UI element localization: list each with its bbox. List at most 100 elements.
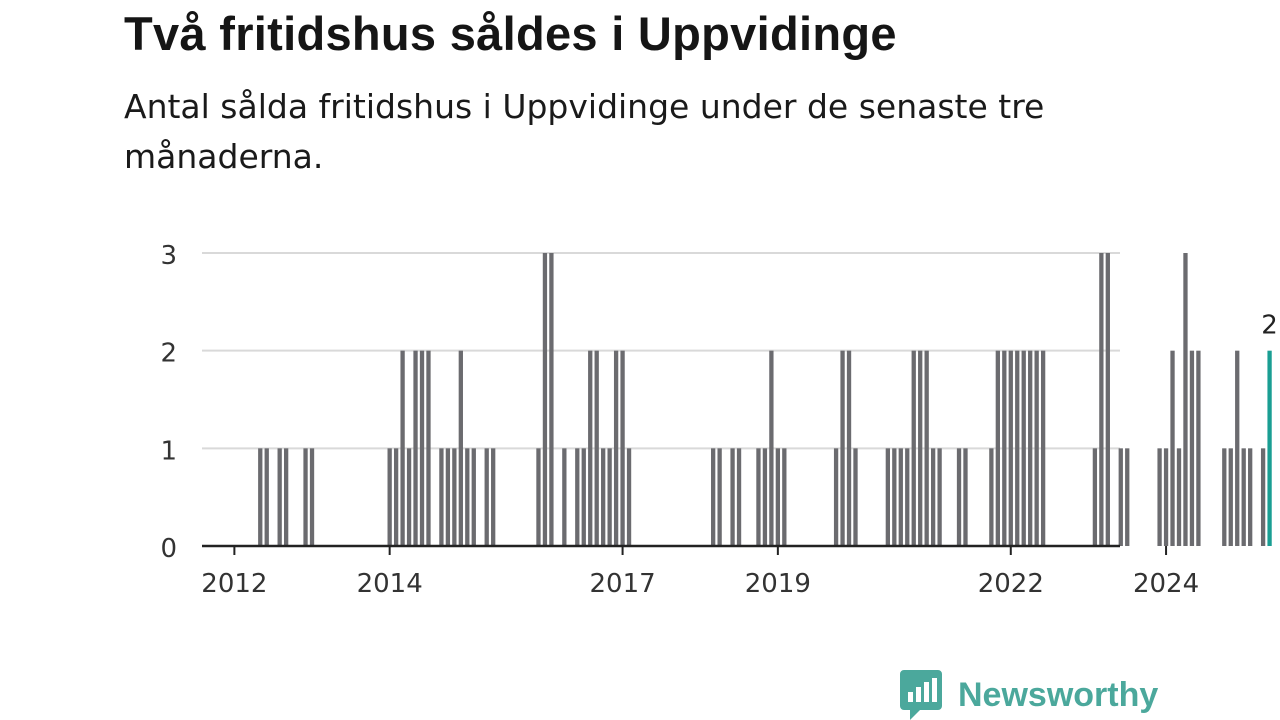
bar xyxy=(258,448,263,546)
y-tick-label: 2 xyxy=(160,339,177,369)
bar xyxy=(898,448,903,546)
bar xyxy=(756,448,761,546)
bar xyxy=(885,448,890,546)
bar xyxy=(1248,448,1253,546)
bar xyxy=(1183,253,1188,546)
y-tick-label: 3 xyxy=(160,241,177,271)
x-tick-label: 2022 xyxy=(978,569,1044,599)
bar xyxy=(762,448,768,546)
bar xyxy=(613,350,619,546)
bar xyxy=(283,448,289,546)
bar xyxy=(840,350,845,546)
bar xyxy=(1176,448,1182,546)
bar xyxy=(937,448,942,546)
y-tick-label: 0 xyxy=(160,534,177,564)
bar xyxy=(484,448,489,546)
bar xyxy=(264,448,269,546)
bar xyxy=(400,350,405,546)
bar xyxy=(1028,350,1033,546)
brand-name: Newsworthy xyxy=(958,675,1159,714)
bar xyxy=(853,448,858,546)
bar xyxy=(995,350,1000,546)
chart-title: Två fritidshus såldes i Uppvidinge xyxy=(124,7,897,60)
bar xyxy=(730,448,735,546)
bar xyxy=(581,448,586,546)
chart-subtitle: Antal sålda fritidshus i Uppvidinge unde… xyxy=(124,87,1045,176)
bar xyxy=(930,448,936,546)
bar xyxy=(303,448,308,546)
bar xyxy=(393,448,399,546)
x-tick-label: 2012 xyxy=(201,569,267,599)
bar xyxy=(717,448,722,546)
bar xyxy=(452,448,457,546)
bar xyxy=(562,448,567,546)
bar xyxy=(769,350,774,546)
bar xyxy=(406,448,412,546)
bar xyxy=(989,448,994,546)
bar xyxy=(1196,350,1201,546)
bar xyxy=(277,448,282,546)
bar xyxy=(905,448,910,546)
bar xyxy=(956,448,962,546)
bar xyxy=(465,448,470,546)
bar xyxy=(536,448,541,546)
x-tick-label: 2019 xyxy=(745,569,811,599)
bar xyxy=(471,448,476,546)
bar xyxy=(892,448,897,546)
bar xyxy=(1105,253,1110,546)
x-tick-label: 2017 xyxy=(589,569,655,599)
bar xyxy=(419,350,425,546)
bar xyxy=(1241,448,1246,546)
data-label: 2 xyxy=(1261,311,1278,341)
bar xyxy=(601,448,606,546)
bar xyxy=(711,448,716,546)
bar xyxy=(309,448,315,546)
bar xyxy=(542,253,548,546)
newsworthy-logo-icon xyxy=(900,670,942,720)
bar xyxy=(963,448,968,546)
bar xyxy=(782,448,787,546)
bar xyxy=(1228,448,1233,546)
bar-highlight xyxy=(1267,350,1272,546)
bar xyxy=(918,350,923,546)
bar xyxy=(775,448,781,546)
bar xyxy=(549,253,554,546)
y-tick-label: 1 xyxy=(160,436,177,466)
bar xyxy=(607,448,612,546)
bar xyxy=(1015,350,1020,546)
bar xyxy=(1170,350,1175,546)
bar xyxy=(1260,448,1266,546)
bar xyxy=(1118,448,1123,546)
bar xyxy=(1034,350,1039,546)
bar xyxy=(458,350,463,546)
bar xyxy=(620,350,625,546)
bar xyxy=(1222,448,1227,546)
bar xyxy=(846,350,852,546)
bar xyxy=(924,350,929,546)
bar xyxy=(1189,350,1195,546)
bar xyxy=(1157,448,1162,546)
bar xyxy=(626,448,632,546)
bar xyxy=(575,448,580,546)
bar xyxy=(1092,448,1098,546)
bar xyxy=(413,350,418,546)
bar xyxy=(1163,448,1169,546)
brand-logo[interactable]: Newsworthy xyxy=(900,670,1158,720)
bar xyxy=(1002,350,1007,546)
bar xyxy=(1040,350,1046,546)
bar xyxy=(1008,350,1013,546)
bar xyxy=(445,448,451,546)
bar xyxy=(439,448,444,546)
bar xyxy=(1099,253,1104,546)
bar xyxy=(1235,350,1240,546)
bar xyxy=(736,448,742,546)
bar xyxy=(426,350,431,546)
bar xyxy=(387,448,392,546)
bar xyxy=(1021,350,1026,546)
x-tick-label: 2014 xyxy=(357,569,423,599)
bar xyxy=(594,350,599,546)
bar xyxy=(588,350,593,546)
bar xyxy=(833,448,839,546)
x-tick-label: 2024 xyxy=(1133,569,1199,599)
